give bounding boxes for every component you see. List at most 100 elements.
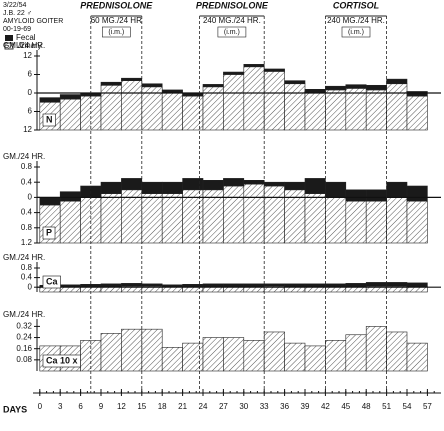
urinary-bar: [406, 95, 428, 131]
y-tick-label: 0: [28, 193, 33, 202]
urinary-bar: [161, 92, 183, 131]
fecal-bar: [325, 181, 347, 198]
y-tick-label: 0.4: [21, 208, 33, 217]
route-box: [217, 26, 247, 38]
urinary-bar: [284, 83, 306, 131]
fecal-bar: [121, 283, 143, 287]
fecal-bar: [386, 78, 408, 85]
y-tick-label: 0.16: [16, 344, 32, 353]
x-tick-label: 51: [382, 402, 391, 411]
fecal-bar: [141, 181, 163, 194]
urinary-bar: [202, 337, 224, 372]
fecal-bar: [386, 282, 408, 287]
x-tick-label: 18: [158, 402, 167, 411]
fecal-bar: [263, 68, 285, 72]
urinary-bar: [161, 193, 183, 244]
fecal-bar: [39, 97, 61, 103]
urinary-bar: [161, 347, 183, 372]
fecal-bar: [406, 91, 428, 97]
fecal-bar: [243, 64, 265, 68]
x-tick-label: 15: [137, 402, 146, 411]
header-line: 00-19-69: [3, 26, 31, 33]
x-tick-label: 42: [321, 402, 330, 411]
urinary-bar: [325, 340, 347, 372]
urinary-bar: [304, 345, 326, 372]
fecal-bar: [406, 282, 428, 288]
x-tick-label: 30: [239, 402, 248, 411]
urinary-bar: [365, 200, 387, 244]
fecal-bar: [141, 83, 163, 88]
y-axis-label: GM./24 HR.: [3, 152, 45, 161]
urinary-bar: [263, 331, 285, 372]
panel-label-box: [42, 113, 56, 127]
urinary-bar: [325, 89, 347, 131]
y-tick-label: 6: [28, 107, 33, 116]
urinary-bar: [263, 185, 285, 244]
urinary-bar: [100, 193, 122, 244]
urinary-bar: [345, 200, 367, 244]
urinary-bar: [386, 197, 408, 244]
treatment-dose: 60 MG./24 HR: [91, 16, 142, 25]
urinary-bar: [59, 286, 81, 293]
treatment-route: (i.m.): [108, 29, 124, 36]
urinary-bar: [365, 326, 387, 372]
urinary-bar: [386, 331, 408, 372]
x-tick-label: 45: [341, 402, 350, 411]
x-tick-label: 57: [423, 402, 432, 411]
panel-label-box: [42, 354, 81, 368]
urinary-bar: [59, 200, 81, 244]
urinary-bar: [365, 89, 387, 131]
x-tick-label: 33: [260, 402, 269, 411]
x-tick-label: 0: [38, 402, 43, 411]
x-tick-label: 9: [99, 402, 104, 411]
y-tick-label: 0.08: [16, 355, 32, 364]
x-tick-label: 6: [78, 402, 83, 411]
fecal-bar: [365, 84, 387, 91]
fecal-bar: [59, 191, 81, 202]
x-tick-label: 12: [117, 402, 126, 411]
y-tick-label: 0.4: [21, 273, 33, 282]
urinary-bar: [345, 334, 367, 372]
y-tick-label: 0.8: [21, 223, 33, 232]
fecal-bar: [141, 283, 163, 287]
urinary-bar: [325, 197, 347, 244]
header-line: 3/22/54: [3, 2, 26, 9]
x-tick-label: 3: [58, 402, 63, 411]
urinary-bar: [141, 193, 163, 244]
urinary-bar: [161, 286, 183, 293]
y-tick-label: 0: [28, 88, 33, 97]
urinary-bar: [406, 342, 428, 372]
urinary-bar: [141, 328, 163, 372]
fecal-bar: [345, 189, 367, 202]
urinary-bar: [243, 183, 265, 244]
fecal-bar: [100, 181, 122, 194]
panel-label: N: [46, 114, 53, 124]
urinary-bar: [223, 185, 245, 244]
legend-label: Urinary: [16, 41, 42, 50]
y-axis-label: GM./24 HR.: [3, 310, 45, 319]
panel-label-box: [42, 226, 56, 240]
x-tick-label: 21: [178, 402, 187, 411]
urinary-bar: [386, 83, 408, 131]
legend-label: Fecal: [16, 33, 36, 42]
urinary-bar: [223, 337, 245, 372]
fecal-bar: [386, 181, 408, 198]
y-tick-label: 0.24: [16, 333, 32, 342]
fecal-bar: [59, 94, 81, 100]
fecal-bar: [223, 178, 245, 187]
x-tick-label: 39: [301, 402, 310, 411]
urinary-bar: [121, 80, 143, 131]
y-tick-label: 0: [28, 282, 33, 291]
panel-label: P: [46, 227, 52, 237]
fecal-bar: [345, 283, 367, 288]
y-axis-label: GM./24 HR.: [3, 41, 45, 50]
fecal-bar: [202, 84, 224, 88]
x-tick-label: 48: [362, 402, 371, 411]
x-tick-label: 36: [280, 402, 289, 411]
urinary-bar: [59, 98, 81, 131]
route-box: [341, 26, 371, 38]
fecal-bar: [284, 80, 306, 85]
fecal-bar: [121, 77, 143, 81]
urinary-bar: [263, 71, 285, 131]
